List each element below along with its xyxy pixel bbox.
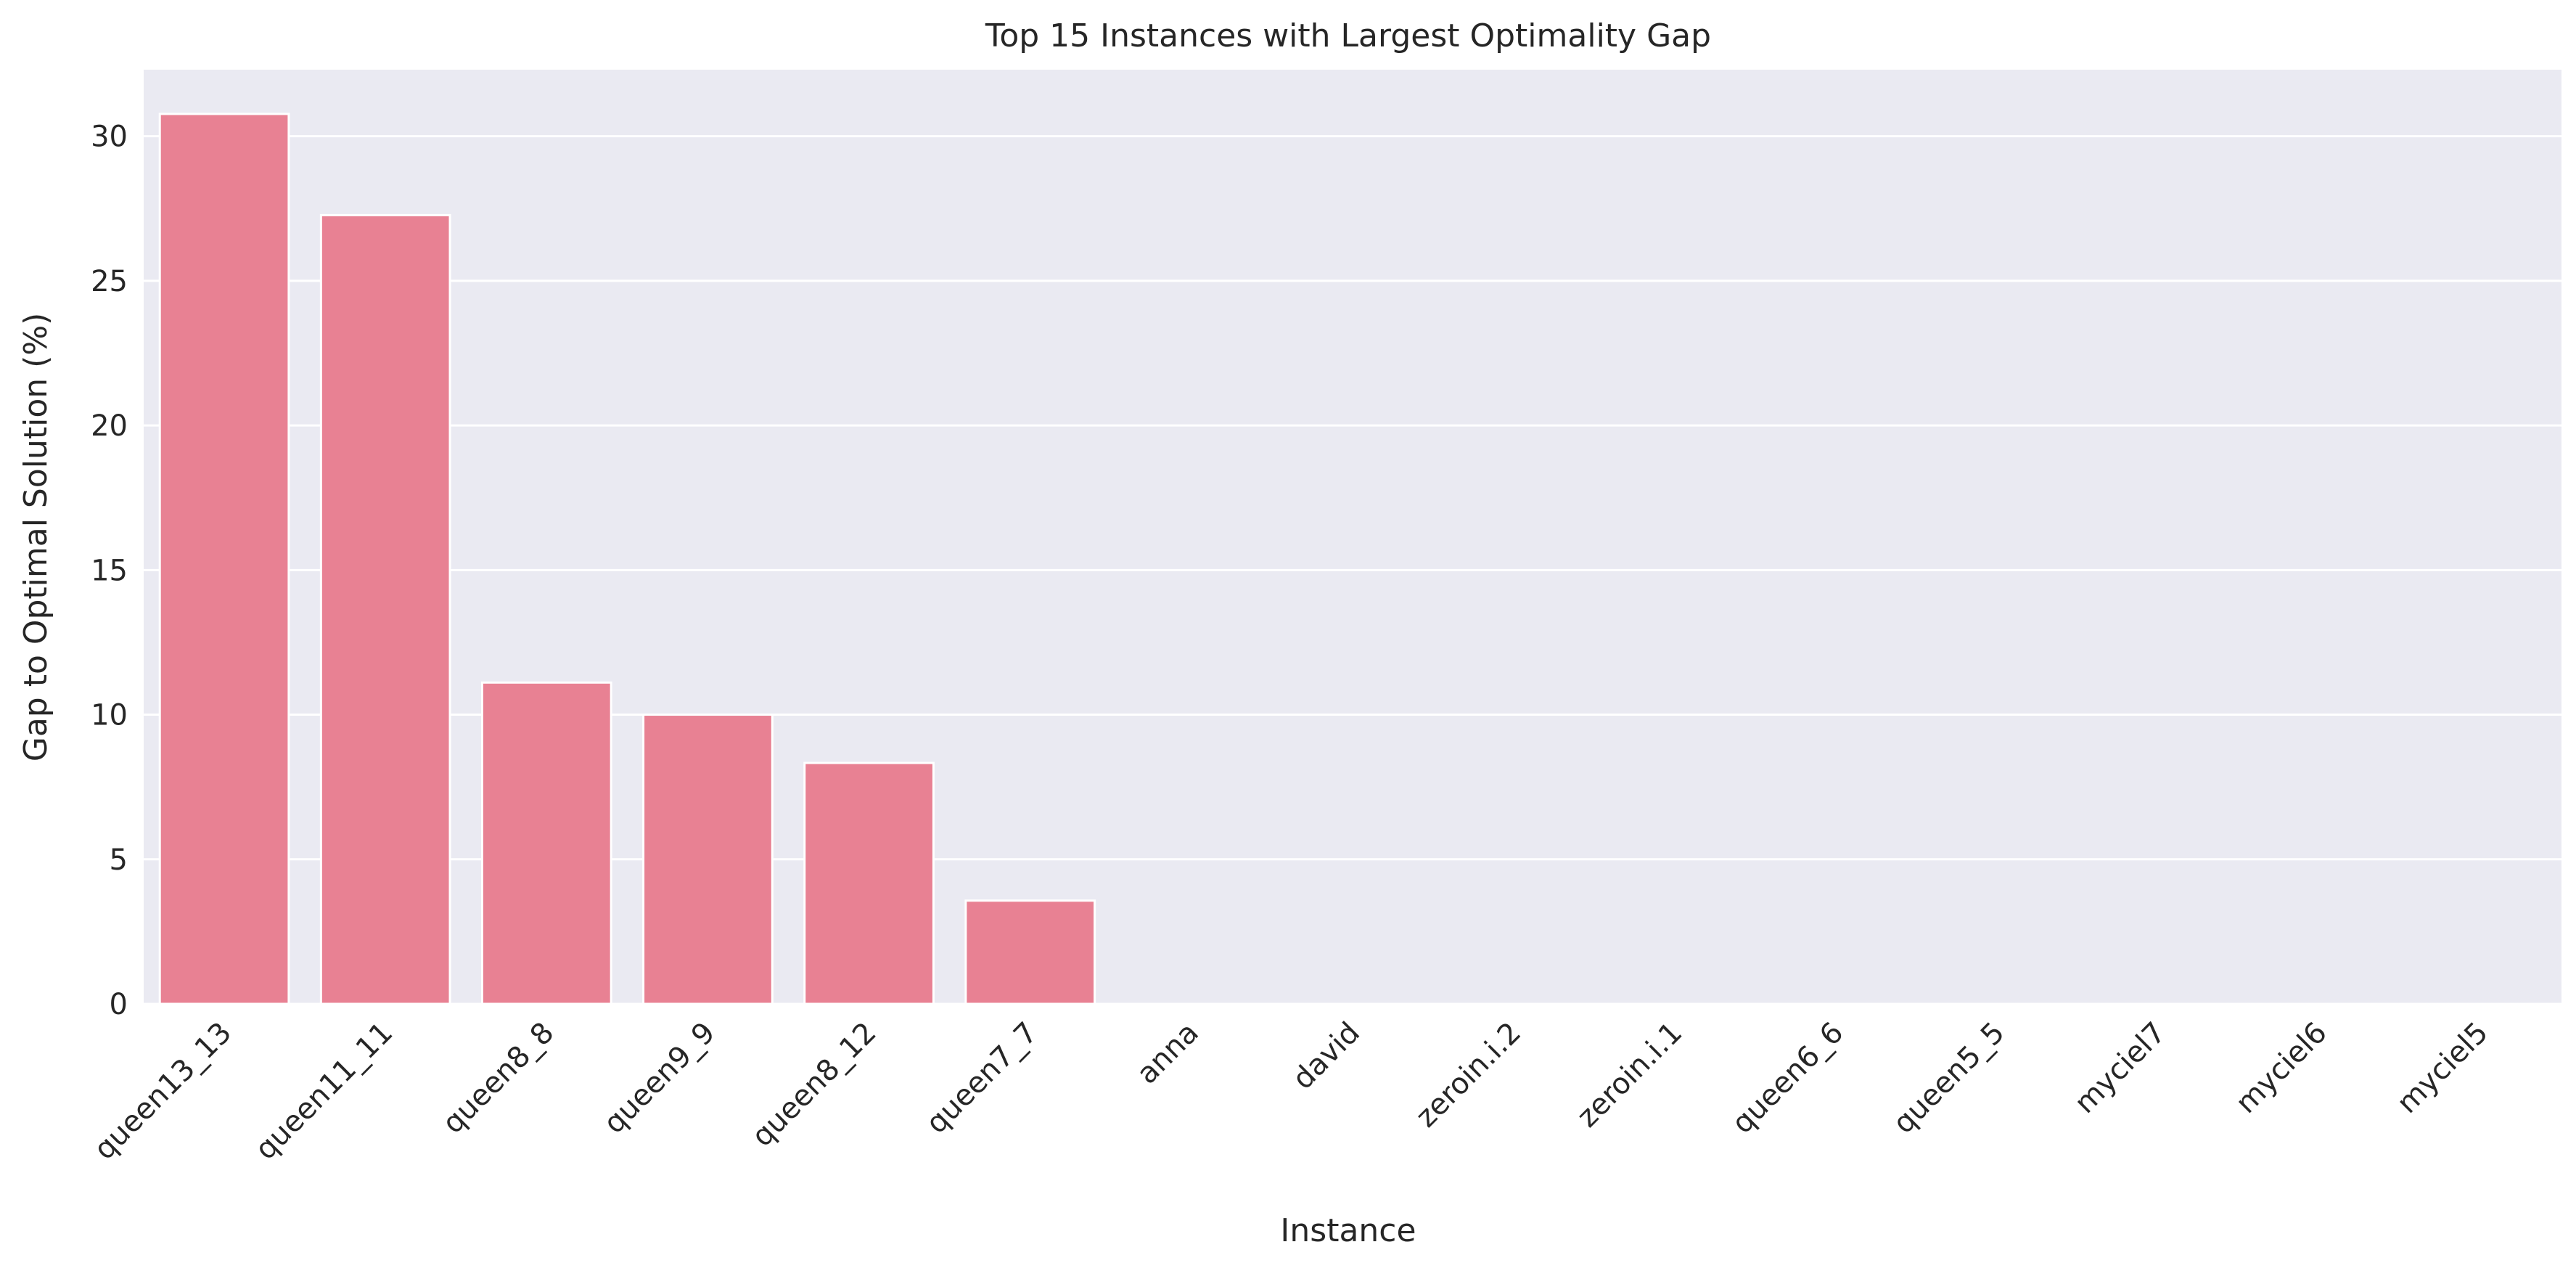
x-tick-label: queen8_12: [745, 1016, 882, 1153]
x-tick-label: zeroin.i.1: [1571, 1016, 1689, 1135]
x-tick-label: anna: [1131, 1016, 1205, 1091]
x-tick-label: queen6_6: [1726, 1016, 1850, 1140]
y-tick-label: 30: [91, 120, 128, 154]
y-axis-ticks: 0 5 10 15 20 25 30: [91, 120, 128, 1021]
x-tick-label: myciel5: [2391, 1016, 2495, 1120]
x-tick-label: zeroin.i.2: [1409, 1016, 1527, 1135]
x-tick-label: david: [1287, 1016, 1366, 1096]
chart-title: Top 15 Instances with Largest Optimality…: [985, 17, 1711, 54]
bar-queen8_12: [803, 761, 935, 1005]
x-tick-label: queen13_13: [88, 1016, 238, 1166]
bar-queen13_13: [158, 113, 290, 1005]
bar-queen9_9: [642, 714, 774, 1005]
y-tick-label: 15: [91, 554, 128, 587]
y-tick-label: 10: [91, 699, 128, 732]
x-tick-label: myciel6: [2229, 1016, 2333, 1120]
x-tick-label: queen11_11: [249, 1016, 399, 1166]
x-tick-label: queen8_8: [436, 1016, 560, 1140]
x-tick-label: queen7_7: [920, 1016, 1044, 1140]
x-tick-label: queen9_9: [597, 1016, 721, 1140]
bar-queen8_8: [480, 681, 612, 1005]
bars: [158, 113, 1096, 1005]
y-tick-label: 20: [91, 409, 128, 443]
y-tick-label: 0: [110, 988, 128, 1021]
x-tick-label: queen5_5: [1887, 1016, 2011, 1140]
y-axis-title: Gap to Optimal Solution (%): [17, 313, 54, 762]
y-tick-label: 25: [91, 265, 128, 298]
bar-queen11_11: [319, 213, 451, 1005]
y-tick-label: 5: [110, 843, 128, 877]
bar-queen7_7: [964, 899, 1096, 1005]
x-tick-label: myciel7: [2068, 1016, 2172, 1120]
x-axis-title: Instance: [1280, 1212, 1416, 1249]
x-axis-ticks: queen13_13 queen11_11 queen8_8 queen9_9 quee…: [88, 1016, 2495, 1166]
